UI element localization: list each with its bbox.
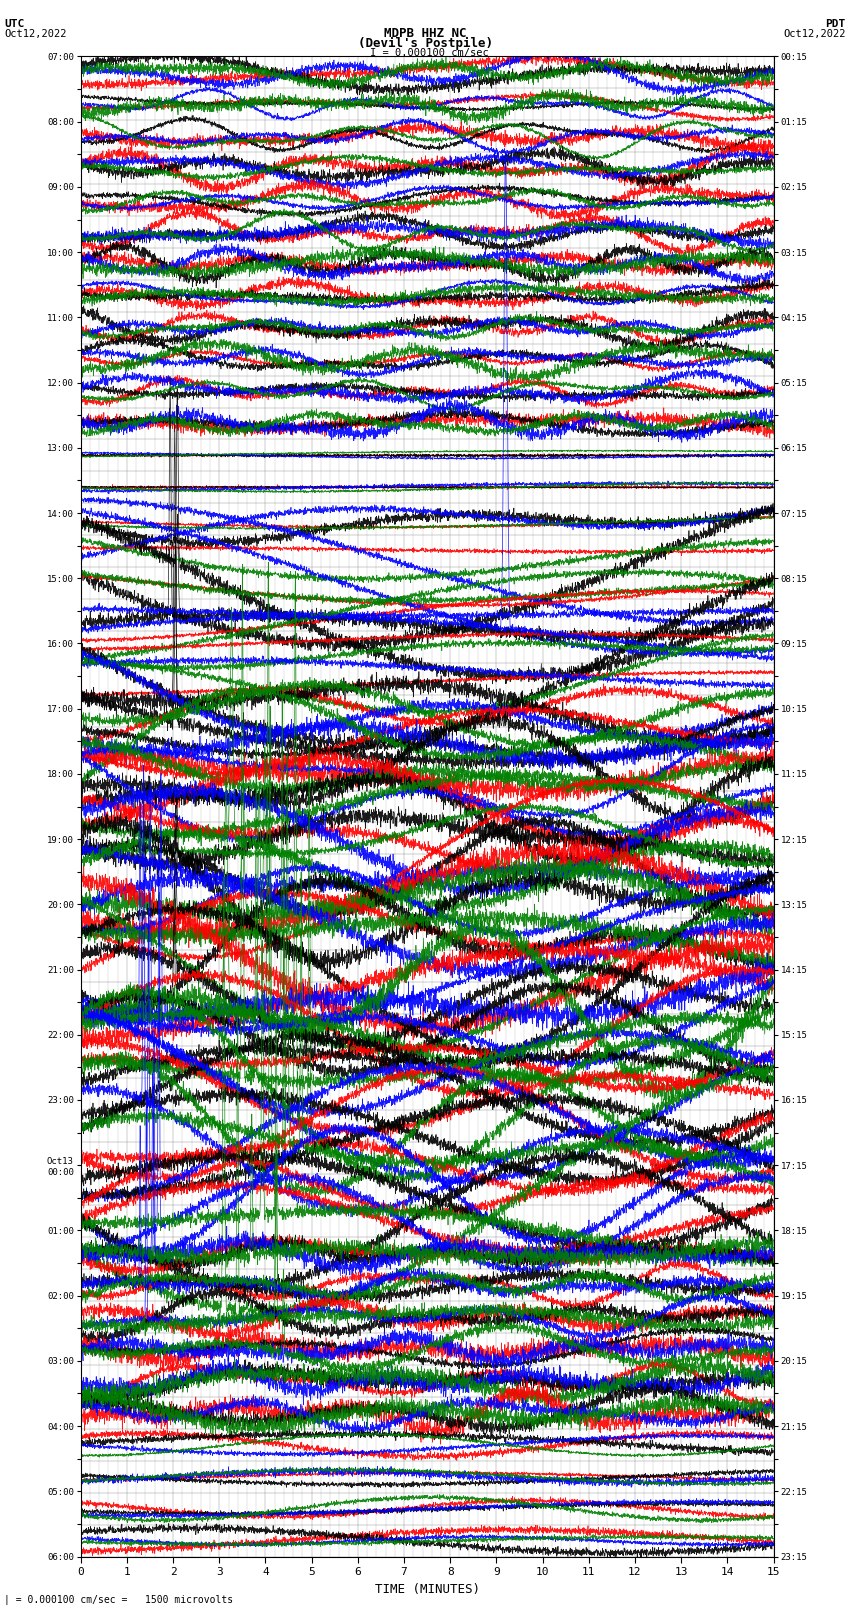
Text: I = 0.000100 cm/sec: I = 0.000100 cm/sec bbox=[370, 48, 489, 58]
Text: MDPB HHZ NC: MDPB HHZ NC bbox=[383, 27, 467, 40]
Text: ∣ = 0.000100 cm/sec =   1500 microvolts: ∣ = 0.000100 cm/sec = 1500 microvolts bbox=[4, 1595, 234, 1605]
Text: UTC: UTC bbox=[4, 19, 25, 29]
Text: Oct12,2022: Oct12,2022 bbox=[783, 29, 846, 39]
X-axis label: TIME (MINUTES): TIME (MINUTES) bbox=[375, 1582, 479, 1595]
Text: Oct12,2022: Oct12,2022 bbox=[4, 29, 67, 39]
Text: PDT: PDT bbox=[825, 19, 846, 29]
Text: (Devil's Postpile): (Devil's Postpile) bbox=[358, 37, 492, 50]
